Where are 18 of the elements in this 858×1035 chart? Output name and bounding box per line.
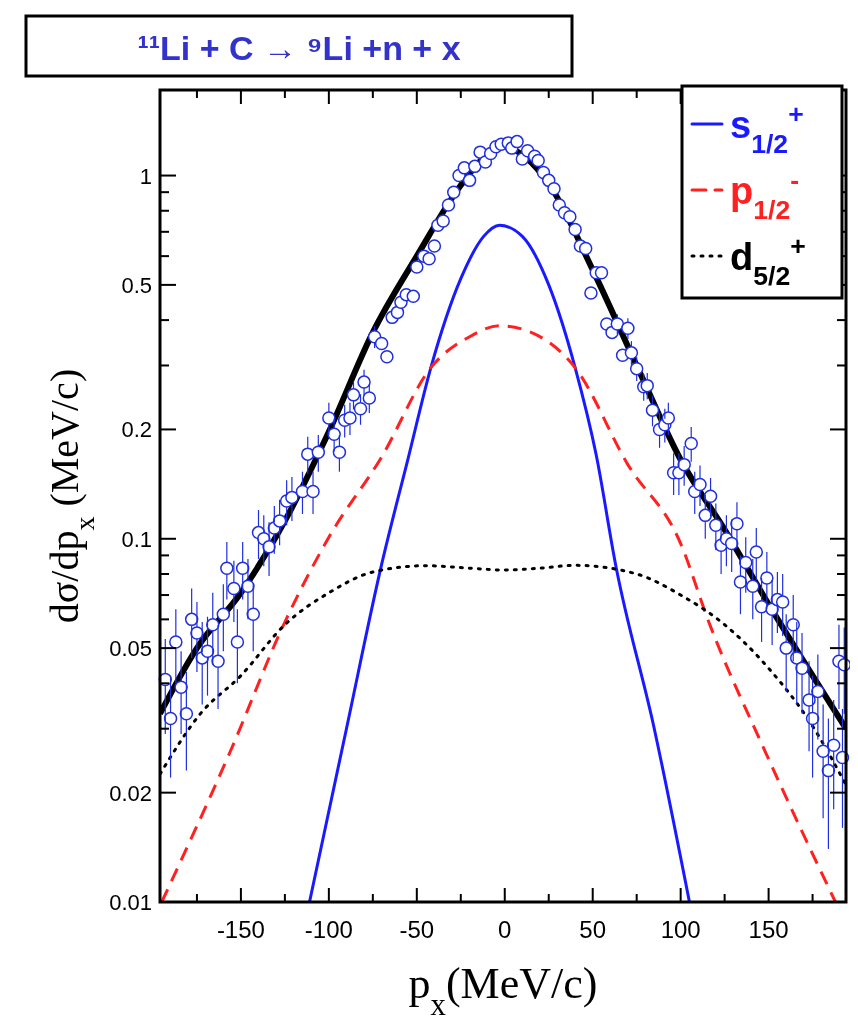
chart-title: ¹¹Li + C → ⁹Li +n + x xyxy=(137,29,461,67)
x-axis-title: p$_{x}$(MeV/c) xyxy=(408,959,598,1022)
x-tick-label: -100 xyxy=(304,916,353,943)
y-tick-label: 0.01 xyxy=(109,890,152,915)
x-tick-label: -50 xyxy=(399,916,435,943)
x-tick-label: 100 xyxy=(660,916,701,943)
line-series xyxy=(160,324,837,902)
y-tick-label: 0.5 xyxy=(121,272,152,298)
y-tick-label: 0.05 xyxy=(109,636,152,662)
y-tick-label: 0.02 xyxy=(109,780,152,806)
x-tick-label: 0 xyxy=(498,916,512,943)
y-tick-label: 0.1 xyxy=(121,526,152,552)
x-tick-label: 150 xyxy=(748,916,789,943)
x-tick-label: -150 xyxy=(216,916,265,943)
x-tick-label: 50 xyxy=(579,916,607,943)
line-series xyxy=(308,223,691,902)
y-tick-label: 1 xyxy=(139,163,152,189)
y-tick-label: 0.2 xyxy=(121,417,152,443)
